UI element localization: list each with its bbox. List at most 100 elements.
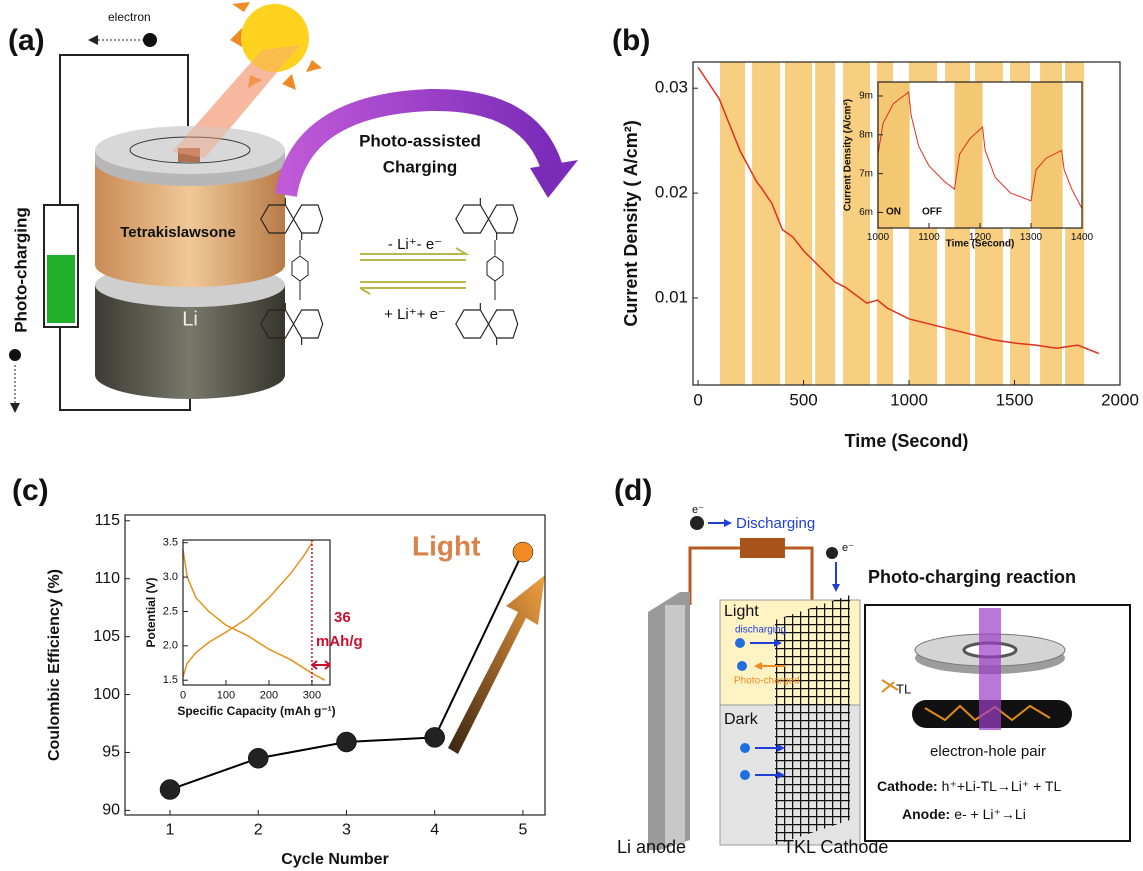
diagram-d: e⁻ Discharging e⁻ Light discharging Phot… [617, 504, 1130, 857]
y-axis-label: Current Density ( A/cm²) [621, 120, 641, 326]
x-tick-label: 3 [342, 821, 351, 838]
y-tick-label: 2.0 [163, 640, 178, 652]
x-axis-label: Cycle Number [281, 851, 389, 868]
electron [9, 349, 21, 361]
y-tick-label: 7m [859, 168, 873, 179]
x-tick-label: 0 [180, 689, 186, 701]
electron [143, 33, 157, 47]
y-tick-label: 105 [93, 628, 120, 645]
y-tick-label: 0.01 [655, 287, 688, 306]
arrowhead [832, 584, 840, 592]
y-tick-label: 9m [859, 91, 873, 102]
backward-reaction: + Li⁺+ e⁻ [384, 306, 446, 323]
y-tick-label: 0.02 [655, 183, 688, 202]
light-beam [979, 608, 1001, 730]
y-tick-label: 90 [102, 802, 120, 819]
annotation: mAh/g [316, 633, 363, 650]
x-tick-label: 2 [254, 821, 263, 838]
inset-background [183, 540, 330, 685]
annotation: OFF [922, 207, 942, 218]
li-anode-label: Li anode [617, 837, 686, 857]
y-tick-label: 0.03 [655, 78, 688, 97]
electron-label: electron [108, 10, 151, 24]
anode-reaction: Anode:e- + Li⁺→Li [902, 806, 1026, 822]
tl-label: TL [896, 681, 911, 696]
panel-label: (c) [12, 474, 49, 507]
x-axis-label: Time (Second) [946, 239, 1015, 250]
battery-charge [47, 255, 75, 323]
light-band [752, 62, 780, 385]
arrowhead [724, 519, 732, 527]
y-tick-label: 100 [93, 686, 120, 703]
x-tick-label: 300 [303, 689, 321, 701]
data-point [513, 542, 533, 562]
x-tick-label: 1000 [867, 232, 890, 243]
reaction-label: Anode: [902, 806, 950, 822]
molecule [456, 303, 518, 345]
forward-reaction: - Li⁺- e⁻ [388, 236, 442, 253]
li-anode-face [665, 605, 685, 845]
x-tick-label: 1300 [1020, 232, 1043, 243]
photo-charged-label: Photo-charged [734, 676, 800, 687]
diagram-a: electron Photo-charging Tetrakislawsone … [9, 2, 578, 413]
figure: (a) (b) (c) (d) electron Photo-charging … [0, 0, 1143, 871]
y-tick-label: 2.5 [163, 605, 178, 617]
y-tick-label: 1.5 [163, 674, 178, 686]
side-label: Photo-charging [11, 207, 30, 333]
cathode-mesh [775, 595, 850, 845]
reaction-label: Cathode: [877, 778, 938, 794]
y-tick-label: 95 [102, 744, 120, 761]
ion [735, 638, 745, 648]
y-tick-label: 3.5 [163, 537, 178, 549]
data-point [336, 732, 356, 752]
discharging-label: Discharging [736, 515, 815, 532]
y-tick-label: 3.0 [163, 571, 178, 583]
arrowhead [10, 403, 20, 413]
resistor [740, 538, 785, 558]
x-tick-label: 2000 [1101, 391, 1139, 410]
x-tick-label: 100 [217, 689, 235, 701]
y-tick-label: 110 [94, 570, 120, 587]
process-label: Photo-assisted [359, 131, 481, 150]
electron [826, 547, 838, 559]
x-tick-label: 0 [693, 391, 702, 410]
y-tick-label: 6m [859, 207, 873, 218]
page: (a) (b) (c) (d) electron Photo-charging … [0, 0, 1143, 871]
x-tick-label: 200 [260, 689, 278, 701]
pair-label: electron-hole pair [930, 743, 1046, 760]
light-band [1031, 82, 1063, 228]
y-tick-label: 115 [94, 512, 120, 529]
panel-label: (a) [8, 24, 45, 57]
ion [740, 770, 750, 780]
light-band [785, 62, 812, 385]
x-tick-label: 1500 [996, 391, 1034, 410]
reaction-text: h⁺+Li-TL→Li⁺ + TL [942, 778, 1062, 794]
arrowhead [88, 35, 98, 45]
data-point [248, 748, 268, 768]
equilibrium-arrow [360, 282, 466, 294]
electron-label: e⁻ [842, 542, 854, 554]
x-tick-label: 1 [166, 821, 175, 838]
trend-arrow [448, 575, 545, 754]
y-axis-label: Current Density (A/cm²) [843, 99, 854, 211]
light-band [955, 82, 983, 228]
arrowhead [530, 160, 578, 198]
molecule [456, 198, 518, 240]
cathode-reaction: Cathode:h⁺+Li-TL→Li⁺ + TL [877, 778, 1061, 794]
cathode-label: Tetrakislawsone [120, 224, 236, 241]
electron-label: e⁻ [692, 504, 704, 516]
dark-label: Dark [724, 711, 759, 728]
discharging-small: discharging [735, 625, 786, 636]
light-band [815, 62, 835, 385]
x-axis-label: Specific Capacity (mAh g⁻¹) [177, 704, 335, 718]
reaction-text: e- + Li⁺→Li [954, 806, 1026, 822]
x-axis-label: Time (Second) [845, 431, 969, 451]
process-label: Charging [383, 157, 458, 176]
panel-label: (b) [612, 24, 650, 57]
y-axis-label: Coulombic Efficiency (%) [46, 569, 63, 761]
panel-label: (d) [614, 474, 652, 507]
electron [690, 516, 704, 530]
y-axis-label: Potential (V) [144, 577, 158, 647]
x-tick-label: 1400 [1071, 232, 1094, 243]
x-tick-label: 5 [518, 821, 527, 838]
